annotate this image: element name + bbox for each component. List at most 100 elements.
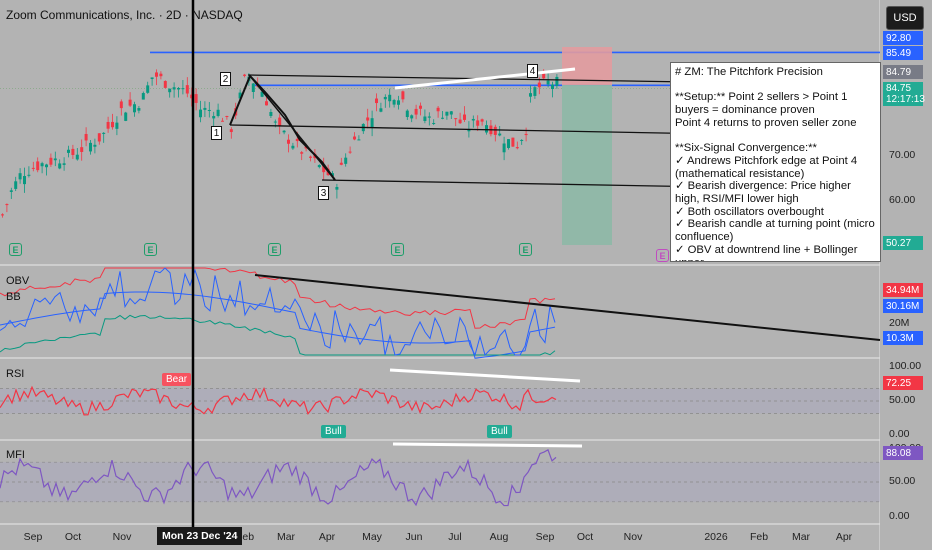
obv-tag-upper: 34.94M xyxy=(883,283,923,297)
candle-body xyxy=(309,156,312,158)
rsi-tick: 50.00 xyxy=(889,394,916,406)
candle-body xyxy=(58,163,62,169)
price-tick: 70.00 xyxy=(889,149,916,161)
earnings-icon[interactable]: E xyxy=(391,243,404,256)
candle-body xyxy=(542,71,546,79)
candle-body xyxy=(498,133,502,136)
obv-tag-lower: 10.3M xyxy=(883,331,923,345)
candle-body xyxy=(89,142,92,152)
candle-body xyxy=(23,176,26,185)
candle-body xyxy=(515,147,519,149)
rsi-label: RSI xyxy=(6,368,25,380)
candle-body xyxy=(273,121,277,123)
candle-body xyxy=(119,101,123,109)
candle-body xyxy=(419,105,422,109)
candle-body xyxy=(529,93,532,97)
rsi-tick: 0.00 xyxy=(889,428,910,440)
price-tick: 60.00 xyxy=(889,194,916,206)
candle-body xyxy=(520,139,524,141)
candle-body xyxy=(128,99,132,106)
candle-body xyxy=(212,116,216,119)
currency-button[interactable]: USD xyxy=(886,6,924,30)
candle-body xyxy=(155,72,158,77)
earnings-icon[interactable]: E xyxy=(144,243,157,256)
candle-body xyxy=(49,157,53,165)
candle-body xyxy=(80,147,84,152)
candle-body xyxy=(300,152,304,154)
candle-body xyxy=(432,122,436,124)
candle-body xyxy=(102,132,106,134)
short-target-zone xyxy=(562,85,612,245)
bb-lower xyxy=(0,314,556,356)
candle-body xyxy=(287,139,290,144)
mfi-label: MFI xyxy=(6,449,25,461)
candle-body xyxy=(445,111,449,116)
candle-body xyxy=(84,133,88,141)
candle-body xyxy=(260,91,264,97)
analysis-note[interactable]: # ZM: The Pitchfork Precision **Setup:**… xyxy=(670,62,881,262)
mfi-tick: 50.00 xyxy=(889,475,916,487)
candle-body xyxy=(348,151,352,153)
candle-body xyxy=(97,133,101,142)
earnings-future-icon[interactable]: E xyxy=(656,249,669,262)
candle-body xyxy=(225,116,229,118)
candle-body xyxy=(181,88,185,90)
pitchfork-point-4[interactable]: 4 xyxy=(527,64,538,78)
candle-body xyxy=(410,115,414,119)
candle-body xyxy=(423,116,427,121)
candle-body xyxy=(551,84,554,90)
candle-body xyxy=(317,165,321,168)
candle-body xyxy=(36,161,40,171)
candle-body xyxy=(480,119,484,122)
symbol-title[interactable]: Zoom Communications, Inc. · 2D · NASDAQ xyxy=(6,8,243,22)
candle-body xyxy=(168,88,172,93)
time-label: Feb xyxy=(749,531,769,543)
time-label: Nov xyxy=(112,531,132,543)
obv-tick: 20M xyxy=(889,317,910,329)
candle-body xyxy=(1,214,4,216)
candle-body xyxy=(379,108,383,112)
candle-body xyxy=(216,109,220,117)
pitchfork-point-1[interactable]: 1 xyxy=(211,126,222,140)
candle-body xyxy=(124,112,128,121)
candle-body xyxy=(207,109,211,111)
rsi-divergence-line xyxy=(389,368,581,383)
candle-body xyxy=(546,80,550,85)
candle-body xyxy=(71,148,75,155)
candle-body xyxy=(370,118,374,128)
candle-body xyxy=(375,98,378,104)
candle-body xyxy=(383,96,387,100)
candle-body xyxy=(511,137,515,147)
rsi-pane xyxy=(0,385,880,416)
candle-body xyxy=(93,144,97,147)
candle-body xyxy=(524,133,528,136)
candle-body xyxy=(146,85,150,93)
earnings-icon[interactable]: E xyxy=(268,243,281,256)
candle-body xyxy=(414,108,418,115)
candle-body xyxy=(366,117,370,121)
earnings-icon[interactable]: E xyxy=(9,243,22,256)
candle-body xyxy=(331,173,334,176)
candle-body xyxy=(141,93,145,100)
time-label: Jul xyxy=(448,531,462,543)
candle-body xyxy=(137,108,141,111)
price-tag-last: 84.75 12:17:13 xyxy=(883,82,925,106)
candle-body xyxy=(401,91,405,100)
candle-body xyxy=(221,120,224,122)
candle-body xyxy=(295,138,299,142)
pitchfork-point-2[interactable]: 2 xyxy=(220,72,231,86)
bb-basis xyxy=(0,291,556,359)
earnings-icon[interactable]: E xyxy=(519,243,532,256)
candle-body xyxy=(150,77,154,79)
candle-body xyxy=(278,117,282,126)
candle-body xyxy=(485,125,488,133)
candle-body xyxy=(106,121,110,129)
pitchfork-point-3[interactable]: 3 xyxy=(318,186,329,200)
candle-body xyxy=(31,167,35,169)
candle-body xyxy=(454,118,458,120)
candle-body xyxy=(353,136,356,140)
candle-body xyxy=(493,126,497,135)
candle-body xyxy=(133,104,136,113)
rsi-tag: 72.25 xyxy=(883,376,923,390)
candle-body xyxy=(67,149,70,153)
